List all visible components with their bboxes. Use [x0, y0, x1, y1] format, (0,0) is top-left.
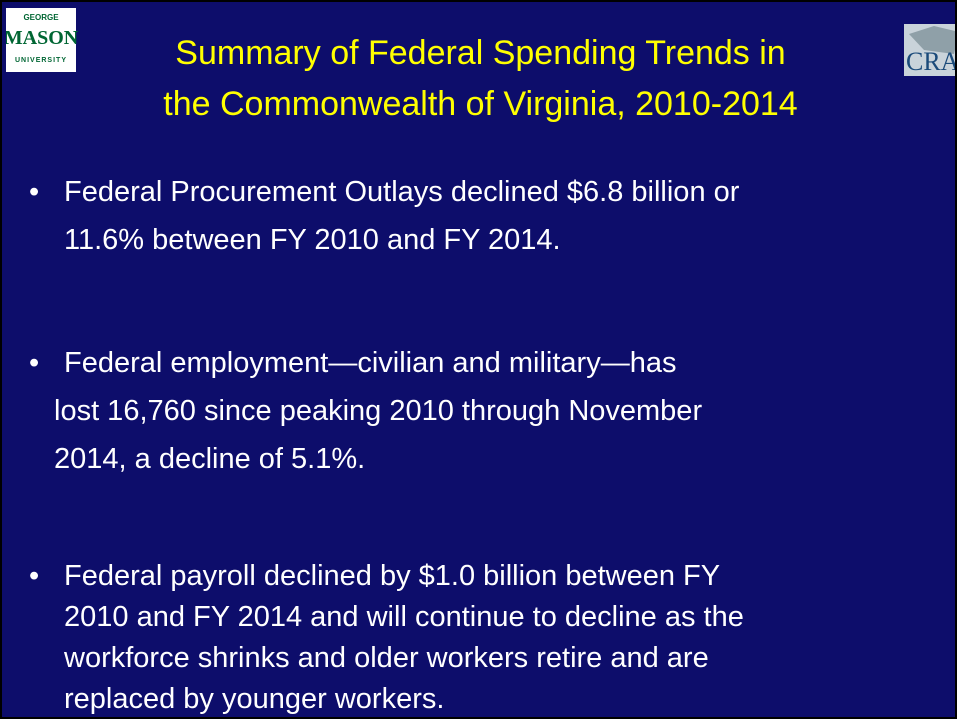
bullet-text: workforce shrinks and older workers reti…	[64, 642, 709, 674]
bullet-text: Federal Procurement Outlays declined $6.…	[64, 176, 740, 208]
logo-text: CRA	[906, 47, 957, 76]
logo-bottom: UNIVERSITY	[15, 57, 67, 64]
logo-top: GEORGE	[23, 13, 59, 22]
logo-main: MASON	[6, 27, 79, 49]
title-line: the Commonwealth of Virginia, 2010-2014	[163, 85, 798, 123]
bullet-text: Federal payroll declined by $1.0 billion…	[64, 560, 721, 592]
map-shape	[909, 26, 955, 54]
bullet-text: 2010 and FY 2014 and will continue to de…	[64, 601, 744, 633]
bullet-text: replaced by younger workers.	[64, 683, 445, 715]
bullet-text: lost 16,760 since peaking 2010 through N…	[54, 395, 703, 427]
title-line: Summary of Federal Spending Trends in	[175, 34, 786, 72]
bullet-text: 11.6% between FY 2010 and FY 2014.	[64, 224, 561, 256]
bullet-dot: •	[29, 560, 40, 592]
bullet-dot: •	[29, 347, 40, 379]
mason-logo: GEORGE MASON UNIVERSITY	[6, 8, 79, 72]
bullet-text: 2014, a decline of 5.1%.	[54, 443, 366, 475]
bullet-text: Federal employment—civilian and military…	[64, 347, 677, 379]
logo-bg	[6, 8, 76, 72]
cra-logo: CRA	[904, 24, 957, 76]
bullet-dot: •	[29, 176, 40, 208]
